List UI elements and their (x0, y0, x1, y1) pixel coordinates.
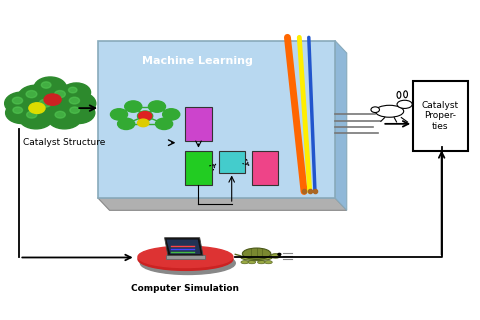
Bar (185, 107, 212, 141)
Circle shape (110, 109, 128, 120)
Circle shape (137, 119, 149, 127)
Circle shape (34, 77, 66, 98)
Circle shape (69, 87, 77, 93)
Circle shape (156, 118, 173, 130)
Ellipse shape (140, 252, 235, 275)
Ellipse shape (264, 260, 272, 264)
Ellipse shape (242, 248, 271, 260)
Circle shape (29, 103, 45, 114)
Ellipse shape (397, 92, 401, 98)
Ellipse shape (404, 91, 408, 98)
Circle shape (61, 92, 96, 115)
Circle shape (69, 97, 80, 104)
Bar (413, 81, 468, 151)
Circle shape (137, 111, 153, 121)
Bar (252, 151, 278, 185)
Circle shape (163, 109, 180, 120)
Ellipse shape (241, 260, 249, 264)
Ellipse shape (241, 254, 272, 260)
Circle shape (70, 107, 80, 113)
Text: Computer Simulation: Computer Simulation (132, 284, 240, 293)
Circle shape (5, 92, 39, 115)
Circle shape (26, 91, 37, 98)
Circle shape (44, 94, 61, 105)
Polygon shape (335, 41, 347, 210)
Circle shape (278, 253, 281, 255)
Text: Catalyst Structure: Catalyst Structure (23, 138, 106, 147)
Ellipse shape (138, 246, 233, 268)
Polygon shape (165, 238, 203, 255)
Circle shape (41, 82, 51, 88)
Circle shape (13, 107, 23, 113)
Bar (219, 151, 245, 172)
Circle shape (371, 107, 380, 113)
Circle shape (26, 111, 37, 118)
Ellipse shape (138, 248, 233, 270)
Circle shape (39, 99, 51, 107)
Ellipse shape (271, 254, 280, 258)
Ellipse shape (248, 260, 256, 264)
Ellipse shape (375, 105, 404, 117)
Polygon shape (167, 240, 201, 254)
Circle shape (47, 85, 83, 109)
Circle shape (55, 111, 65, 118)
Circle shape (118, 118, 135, 130)
Circle shape (148, 101, 166, 112)
Bar (185, 151, 212, 185)
Circle shape (125, 101, 142, 112)
Circle shape (6, 102, 38, 124)
Bar (97, 41, 335, 198)
Circle shape (55, 91, 65, 98)
Circle shape (12, 97, 23, 104)
Ellipse shape (397, 100, 412, 108)
Circle shape (62, 102, 95, 124)
Circle shape (30, 93, 70, 120)
Circle shape (48, 106, 82, 129)
Circle shape (138, 112, 152, 120)
Circle shape (18, 85, 54, 109)
Bar (166, 255, 205, 259)
Ellipse shape (258, 260, 265, 264)
Text: Machine Learning: Machine Learning (142, 56, 253, 66)
Circle shape (62, 83, 91, 102)
Polygon shape (97, 198, 347, 210)
Text: Catalyst
Proper-
ties: Catalyst Proper- ties (422, 101, 459, 131)
Circle shape (19, 106, 53, 129)
